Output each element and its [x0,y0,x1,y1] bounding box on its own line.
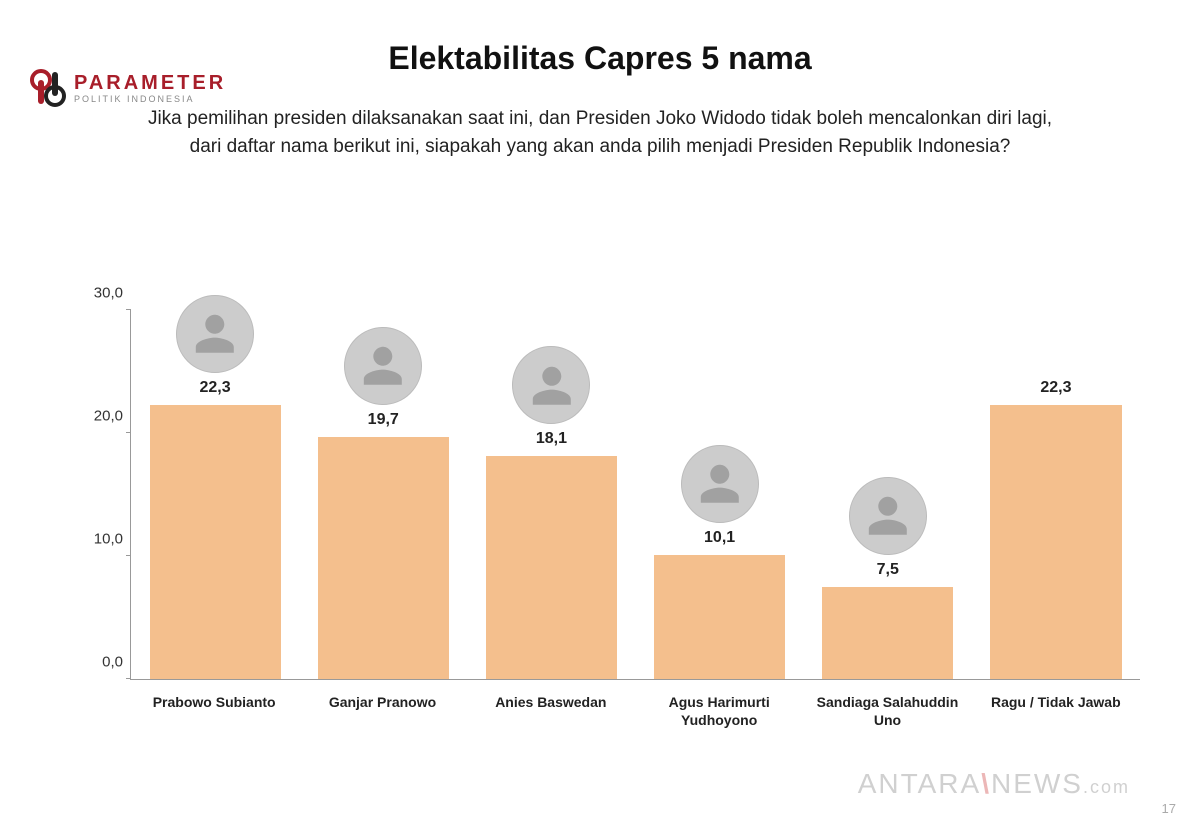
bar-value-label: 10,1 [704,529,735,547]
watermark: ANTARA\NEWS.com [858,768,1130,800]
candidate-avatar [344,327,422,405]
bar-value-label: 22,3 [200,379,231,397]
bar: 22,3 [150,405,281,679]
y-axis-tick: 10,0 [71,531,123,548]
page-number: 17 [1162,801,1176,816]
bar: 22,3 [990,405,1121,679]
bar-slot: 22,3 [972,310,1140,679]
logo-brand: PARAMETER [74,73,226,93]
bar-slot: 22,3 [131,310,299,679]
x-axis-label: Ganjar Pranowo [298,688,466,750]
watermark-dotcom: .com [1083,777,1130,797]
y-axis-tick: 30,0 [71,285,123,302]
bar-slot: 10,1 [636,310,804,679]
watermark-right: NEWS [991,768,1083,799]
electability-bar-chart: 22,319,718,110,17,522,3 0,010,020,030,0 … [70,290,1150,750]
bar-slot: 18,1 [467,310,635,679]
bar: 7,5 [822,587,953,679]
x-axis-label: Sandiaga Salahuddin Uno [803,688,971,750]
x-axis-label: Agus Harimurti Yudhoyono [635,688,803,750]
bar-slot: 19,7 [299,310,467,679]
y-axis-tick: 0,0 [71,654,123,671]
candidate-avatar [849,477,927,555]
bar-value-label: 22,3 [1040,379,1071,397]
logo: PARAMETER POLITIK INDONESIA [28,68,226,108]
bar-value-label: 18,1 [536,430,567,448]
bar: 19,7 [318,437,449,679]
x-axis-label: Prabowo Subianto [130,688,298,750]
logo-subtitle: POLITIK INDONESIA [74,95,226,104]
candidate-avatar [681,445,759,523]
watermark-left: ANTARA [858,768,982,799]
candidate-avatar [176,295,254,373]
x-axis-label: Anies Baswedan [467,688,635,750]
logo-mark-icon [28,68,68,108]
bar: 18,1 [486,456,617,679]
bar: 10,1 [654,555,785,679]
y-axis-tick: 20,0 [71,408,123,425]
bar-value-label: 7,5 [877,561,899,579]
survey-question: Jika pemilihan presiden dilaksanakan saa… [90,105,1110,160]
bar-value-label: 19,7 [368,411,399,429]
x-axis-label: Ragu / Tidak Jawab [972,688,1140,750]
candidate-avatar [512,346,590,424]
bar-slot: 7,5 [804,310,972,679]
